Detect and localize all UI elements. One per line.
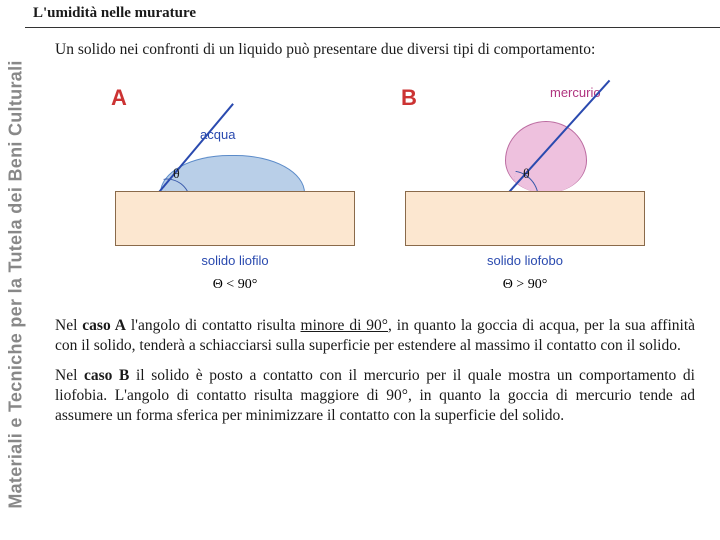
panel-b: B mercurio θ solido liofobo Θ > 90° [395, 79, 655, 294]
para-b-caso: caso B [84, 367, 129, 384]
paragraph-b: Nel caso B il solido è posto a contatto … [55, 366, 695, 426]
para-a-caso: caso A [82, 317, 126, 334]
intro-text: Un solido nei confronti di un liquido pu… [55, 40, 695, 61]
para-a-lead: Nel [55, 317, 82, 334]
para-a-mid: l'angolo di contatto risulta [126, 317, 301, 334]
panel-b-solid-box [405, 191, 645, 246]
header: L'umidità nelle murature [25, 0, 720, 28]
panel-a: A acqua θ solido liofilo Θ < 90° [105, 79, 365, 294]
sidebar: Materiali e Tecniche per la Tutela dei B… [2, 28, 30, 540]
panel-b-letter: B [401, 85, 417, 111]
diagram-container: A acqua θ solido liofilo Θ < 90° B mercu… [55, 79, 695, 294]
para-a-underline: minore di 90° [301, 317, 388, 334]
panel-a-theta-mark: θ [173, 167, 180, 183]
panel-a-letter: A [111, 85, 127, 111]
panel-b-theta-text: Θ > 90° [395, 277, 655, 293]
panel-a-solid-label: solido liofilo [105, 253, 365, 268]
para-b-rest: il solido è posto a contatto con il merc… [55, 367, 695, 424]
panel-a-solid-box [115, 191, 355, 246]
panel-a-theta-text: Θ < 90° [105, 277, 365, 293]
panel-b-solid-label: solido liofobo [395, 253, 655, 268]
para-b-lead: Nel [55, 367, 84, 384]
wetting-diagram: A acqua θ solido liofilo Θ < 90° B mercu… [95, 79, 655, 294]
paragraph-a: Nel caso A l'angolo di contatto risulta … [55, 316, 695, 356]
panel-b-theta-mark: θ [523, 167, 530, 183]
page-title: L'umidità nelle murature [33, 5, 196, 22]
sidebar-label: Materiali e Tecniche per la Tutela dei B… [6, 60, 27, 508]
content: Un solido nei confronti di un liquido pu… [55, 40, 695, 530]
